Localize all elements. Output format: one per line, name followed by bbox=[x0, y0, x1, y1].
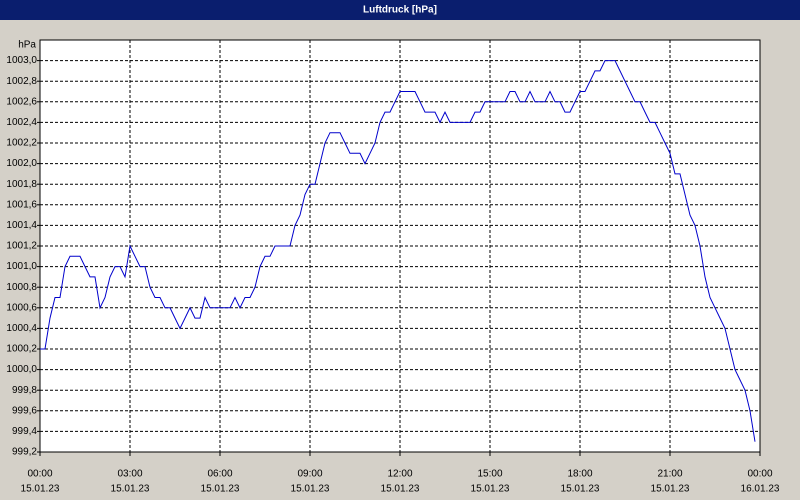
y-tick-label: 1002,6 bbox=[6, 96, 37, 107]
y-tick-label: 1001,4 bbox=[6, 220, 37, 231]
x-tick-date: 15.01.23 bbox=[651, 484, 690, 495]
y-tick-label: 1000,0 bbox=[6, 364, 37, 375]
x-tick-date: 15.01.23 bbox=[291, 484, 330, 495]
x-tick-label: 18:00 bbox=[567, 469, 592, 480]
chart-title: Luftdruck [hPa] bbox=[363, 5, 437, 16]
y-axis-label: hPa bbox=[18, 40, 36, 51]
x-tick-date: 15.01.23 bbox=[21, 484, 60, 495]
x-tick-date: 15.01.23 bbox=[111, 484, 150, 495]
y-tick-label: 999,2 bbox=[12, 447, 37, 458]
y-tick-label: 999,8 bbox=[12, 385, 37, 396]
x-tick-label: 03:00 bbox=[117, 469, 142, 480]
y-tick-label: 1002,4 bbox=[6, 117, 37, 128]
x-tick-date: 15.01.23 bbox=[561, 484, 600, 495]
y-tick-label: 1002,2 bbox=[6, 138, 37, 149]
x-tick-label: 06:00 bbox=[207, 469, 232, 480]
y-tick-label: 999,6 bbox=[12, 405, 37, 416]
x-tick-label: 09:00 bbox=[297, 469, 322, 480]
x-tick-date: 15.01.23 bbox=[381, 484, 420, 495]
y-tick-label: 1002,8 bbox=[6, 76, 37, 87]
y-tick-label: 1001,2 bbox=[6, 241, 37, 252]
x-tick-date: 16.01.23 bbox=[741, 484, 780, 495]
x-tick-label: 15:00 bbox=[477, 469, 502, 480]
y-tick-label: 1002,0 bbox=[6, 158, 37, 169]
y-tick-label: 1001,8 bbox=[6, 179, 37, 190]
y-tick-label: 1001,0 bbox=[6, 261, 37, 272]
y-tick-label: 1001,6 bbox=[6, 199, 37, 210]
y-tick-label: 999,4 bbox=[12, 426, 37, 437]
y-tick-label: 1000,8 bbox=[6, 282, 37, 293]
x-tick-label: 00:00 bbox=[747, 469, 772, 480]
data-line bbox=[40, 60, 756, 442]
y-tick-label: 1000,4 bbox=[6, 323, 37, 334]
y-tick-label: 1000,6 bbox=[6, 302, 37, 313]
y-tick-label: 1000,2 bbox=[6, 344, 37, 355]
title-bar bbox=[0, 0, 800, 20]
x-tick-label: 12:00 bbox=[387, 469, 412, 480]
x-tick-date: 15.01.23 bbox=[201, 484, 240, 495]
y-tick-label: 1003,0 bbox=[6, 55, 37, 66]
x-tick-label: 21:00 bbox=[657, 469, 682, 480]
x-tick-date: 15.01.23 bbox=[471, 484, 510, 495]
x-tick-label: 00:00 bbox=[27, 469, 52, 480]
